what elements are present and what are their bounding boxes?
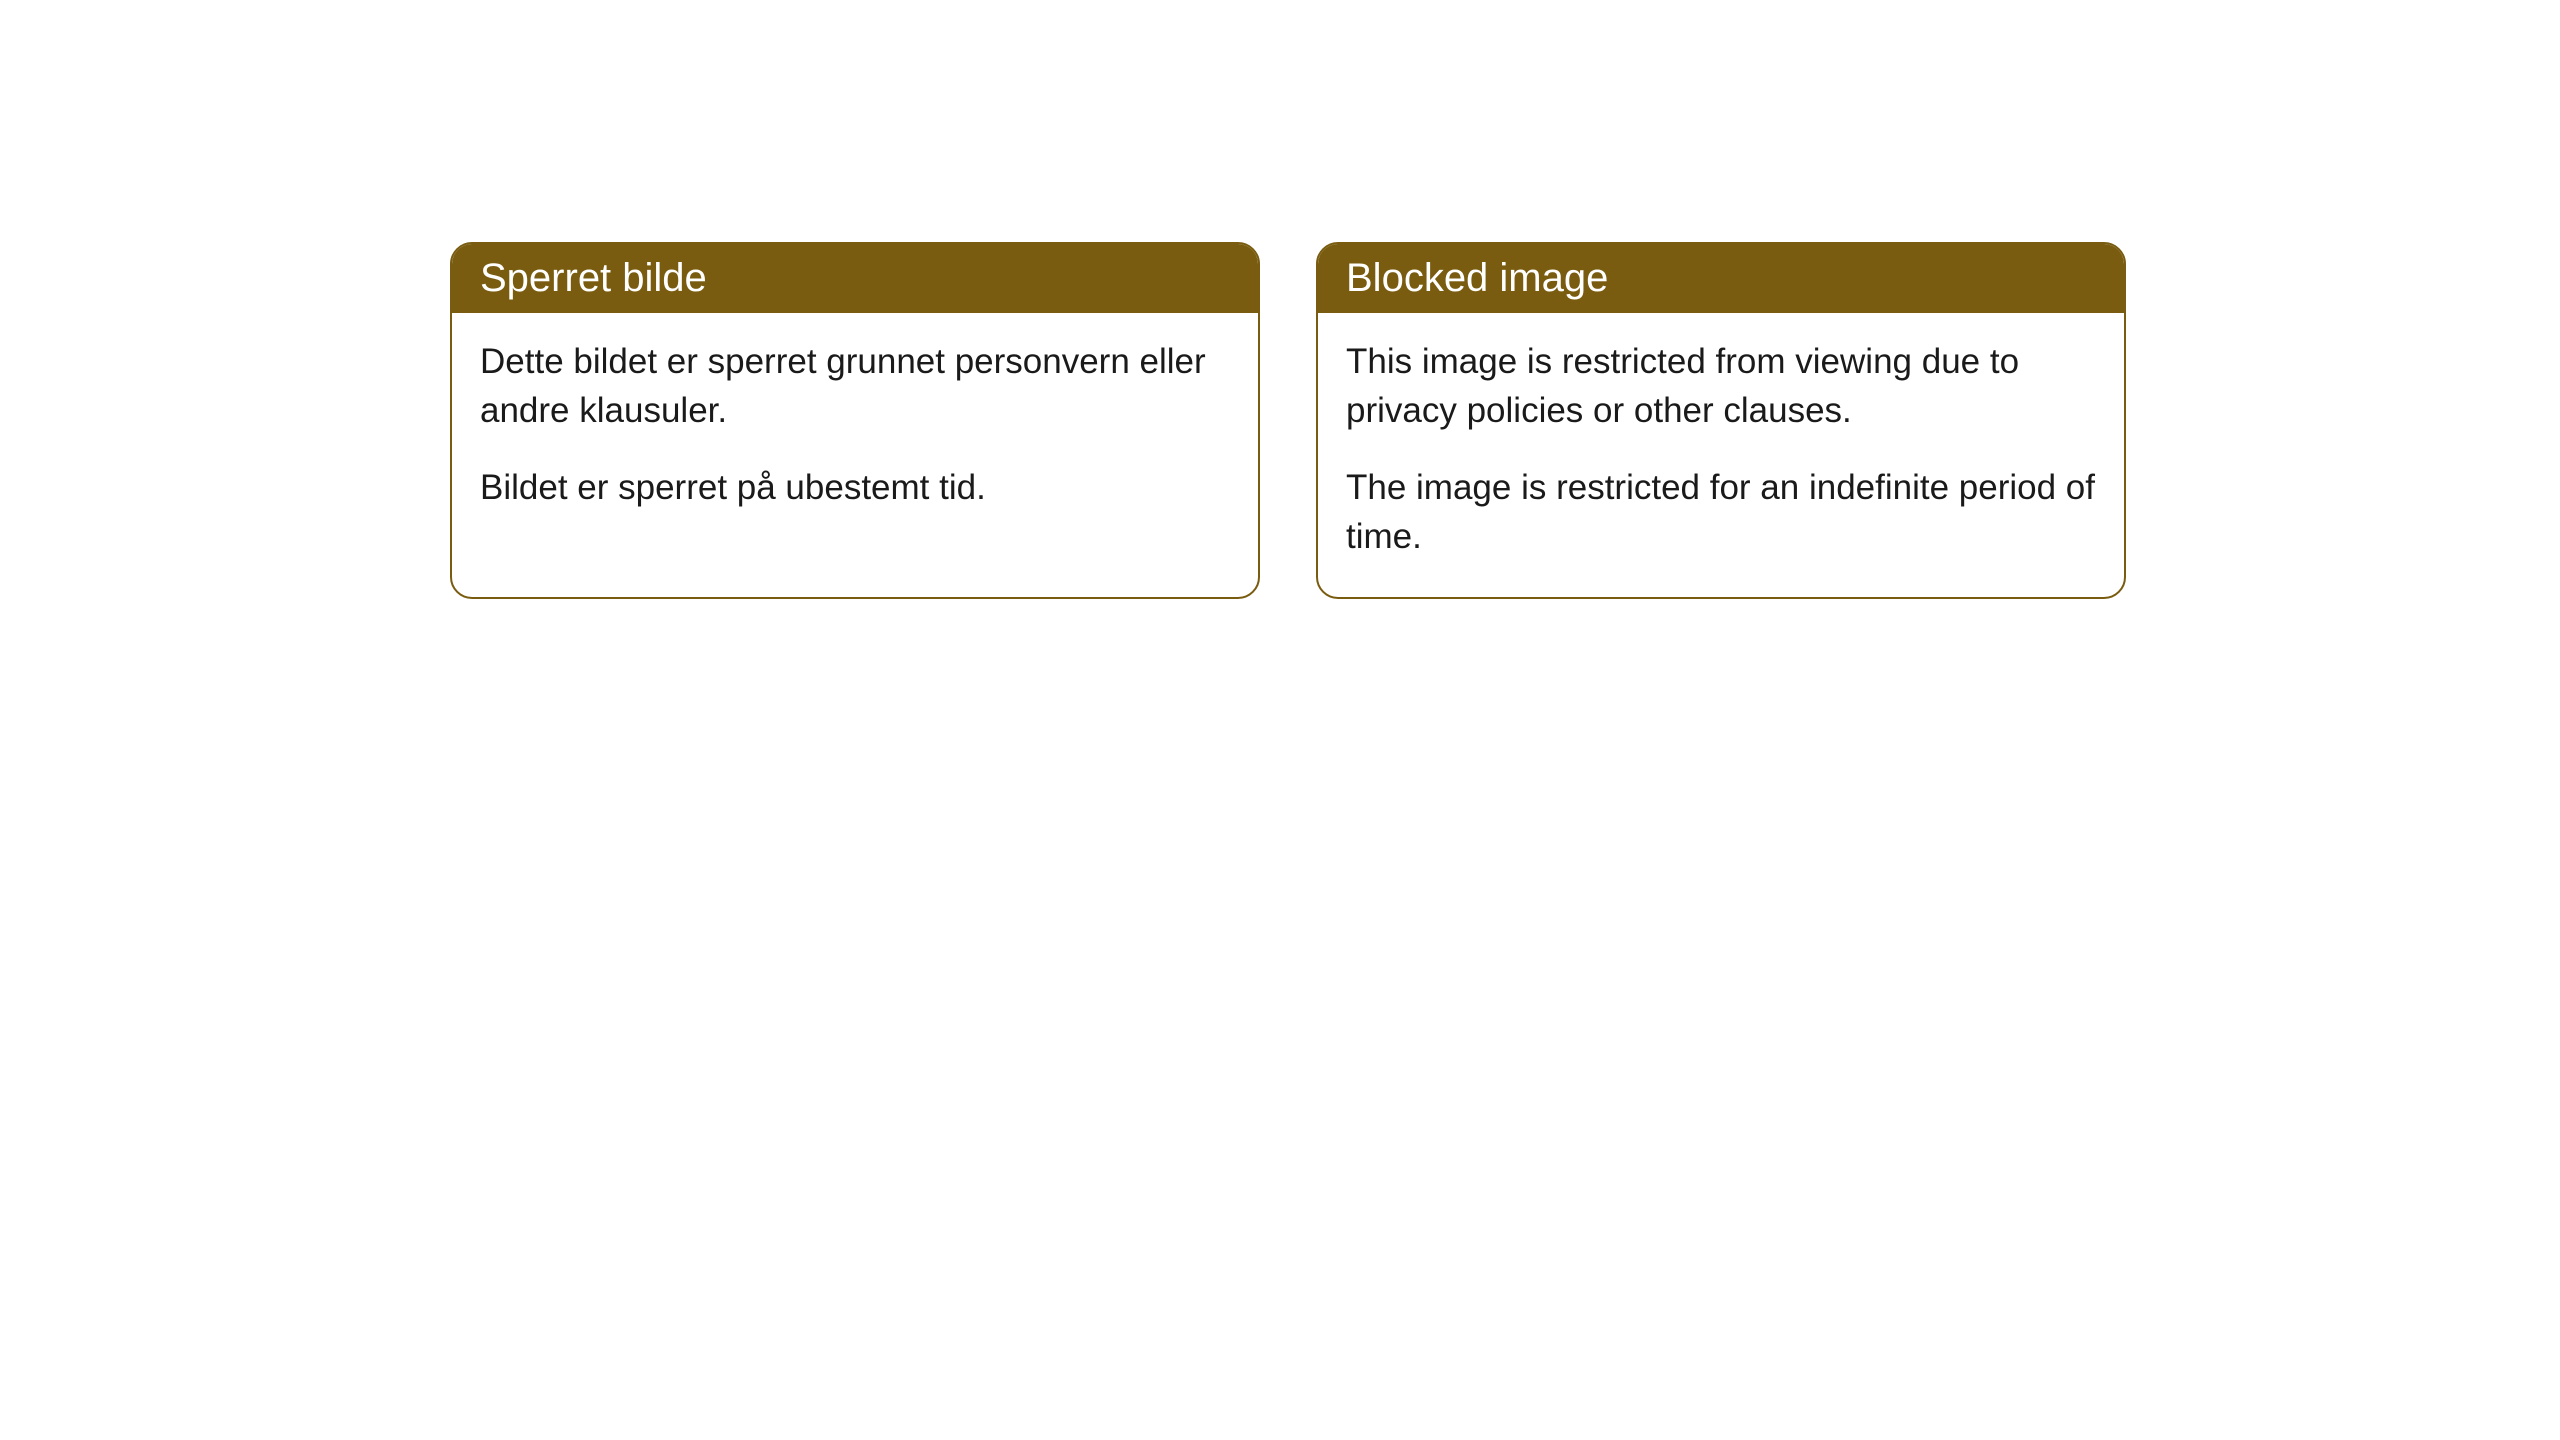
card-paragraph: This image is restricted from viewing du… — [1346, 337, 2096, 435]
blocked-image-card-norwegian: Sperret bilde Dette bildet er sperret gr… — [450, 242, 1260, 599]
card-header-title: Blocked image — [1318, 244, 2124, 313]
card-paragraph: Bildet er sperret på ubestemt tid. — [480, 463, 1230, 512]
card-body: This image is restricted from viewing du… — [1318, 313, 2124, 597]
blocked-image-card-english: Blocked image This image is restricted f… — [1316, 242, 2126, 599]
notice-cards-container: Sperret bilde Dette bildet er sperret gr… — [450, 242, 2126, 599]
card-paragraph: Dette bildet er sperret grunnet personve… — [480, 337, 1230, 435]
card-paragraph: The image is restricted for an indefinit… — [1346, 463, 2096, 561]
card-header-title: Sperret bilde — [452, 244, 1258, 313]
card-body: Dette bildet er sperret grunnet personve… — [452, 313, 1258, 548]
